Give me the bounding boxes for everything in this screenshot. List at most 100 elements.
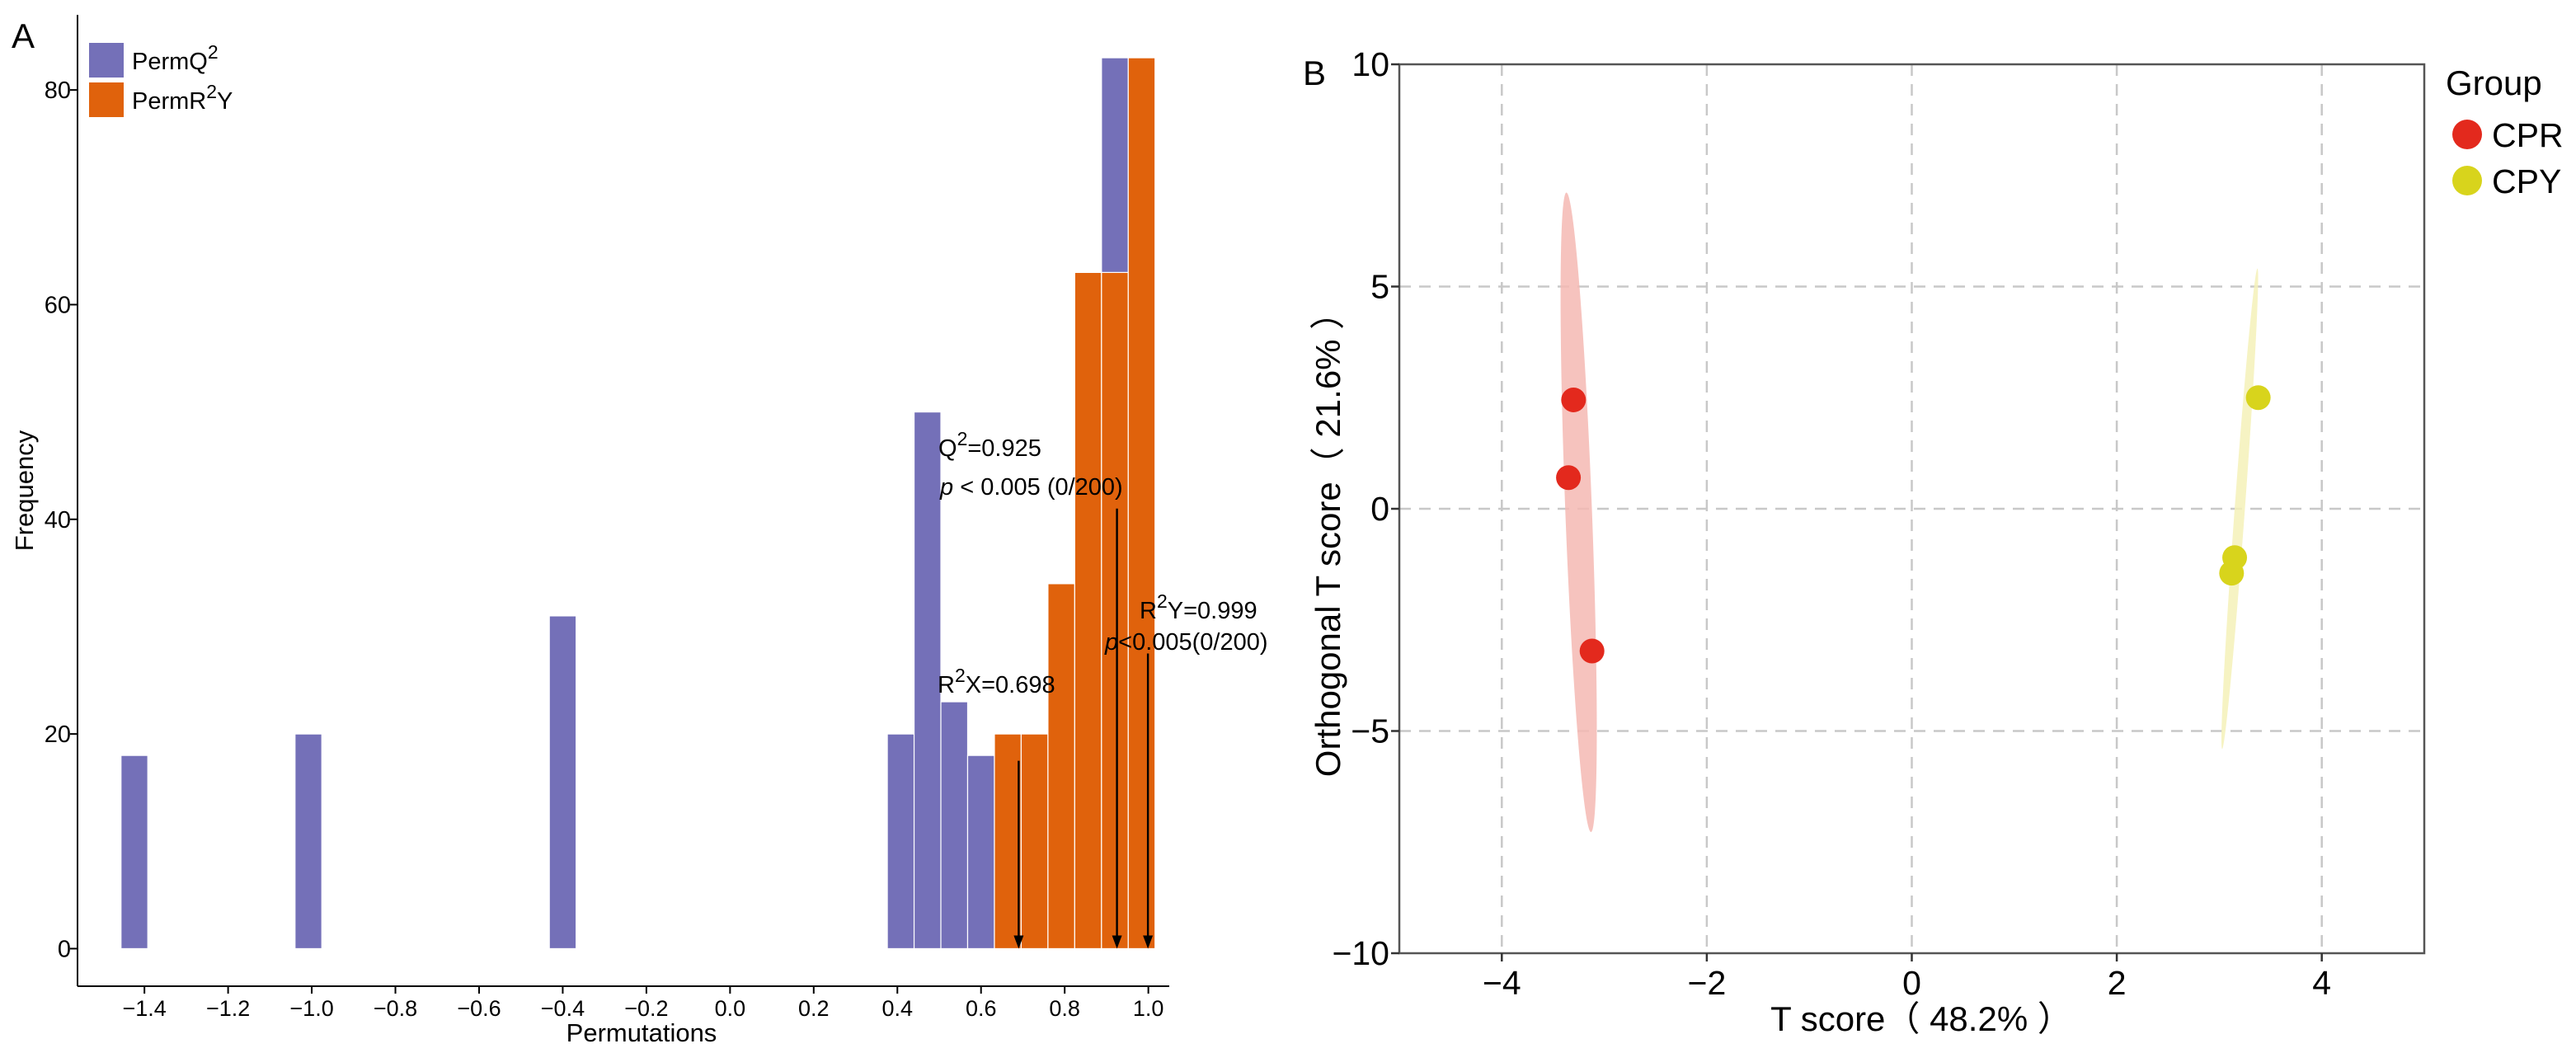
histogram-axes: −1.4 −1.2 −1.0 −0.8 −0.6 −0.4 −0.2 0.0 0.2 0.4 0.6…: [45, 15, 1169, 1021]
histogram-x-tick-label: −1.0: [289, 996, 333, 1021]
score-y-tick-label: −10: [1332, 934, 1389, 972]
group-legend-label-CPR: CPR: [2492, 116, 2564, 154]
score-y-tick-label: 0: [1370, 490, 1389, 528]
annotation-r2y-text-part: 2: [1157, 590, 1168, 612]
annotation-r2y-pvalue: p<0.005(0/200): [1104, 629, 1268, 656]
histogram-x-tick-label: 0.6: [966, 996, 997, 1021]
annotation-r2x-text-part: X=0.698: [966, 672, 1055, 698]
histogram-x-tick-label: 1.0: [1133, 996, 1164, 1021]
histogram-bar-PermQ2-6: [966, 754, 995, 950]
annotation-q2-pvalue: p < 0.005 (0/200): [939, 474, 1123, 501]
histogram-bar-PermR2Y-2: [1047, 583, 1075, 950]
histogram-x-tick-label: −0.4: [541, 996, 585, 1021]
histogram-y-axis-title: Frequency: [10, 430, 39, 551]
annotation-r2y-text: R2Y=0.999: [1140, 590, 1257, 624]
histogram-y-tick-label: 20: [45, 722, 71, 748]
histogram-bar-PermR2Y-5: [1127, 57, 1156, 950]
histogram-bar-PermR2Y-4: [1101, 271, 1129, 950]
panel-a-label: A: [12, 16, 35, 55]
annotation-q2-pvalue-part: p: [939, 474, 953, 501]
score-x-tick-label: 2: [2108, 964, 2127, 1002]
legend-swatch-1: [89, 82, 124, 117]
annotation-r2y-text-part: R: [1140, 598, 1157, 624]
histogram-x-tick-label: 0.2: [798, 996, 830, 1021]
annotation-r2y-text-part: Y=0.999: [1168, 598, 1257, 624]
histogram-y-tick-label: 40: [45, 507, 71, 534]
annotation-q2-pvalue-part: < 0.005 (0/200): [953, 474, 1123, 501]
confidence-ellipse-CPR: [1560, 192, 1597, 833]
annotation-r2y-pvalue-part: p: [1104, 629, 1118, 656]
score-x-tick-label: −4: [1483, 964, 1521, 1002]
histogram-bar-PermR2Y-3: [1074, 271, 1102, 950]
histogram-bar-PermQ2-1: [294, 733, 322, 950]
score-point-CPR-0: [1561, 387, 1586, 412]
score-y-tick-label: 5: [1370, 268, 1389, 306]
histogram-bars: [120, 57, 1156, 950]
score-point-CPR-1: [1556, 465, 1582, 491]
score-point-CPY-0: [2245, 385, 2271, 411]
legend-label-1-part: Y: [217, 88, 233, 115]
histogram-x-axis-title: Permutations: [566, 1018, 717, 1047]
legend-swatch-0: [89, 43, 124, 78]
histogram-x-tick-label: −0.6: [457, 996, 501, 1021]
histogram-x-tick-label: 0.4: [881, 996, 913, 1021]
group-legend: Group CPR CPY: [2446, 63, 2564, 200]
annotation-r2x-text: R2X=0.698: [938, 665, 1055, 698]
legend-label-1-part: 2: [206, 81, 217, 102]
histogram-bar-PermR2Y-0: [994, 733, 1022, 950]
score-x-tick-label: 0: [1902, 964, 1921, 1002]
annotation-r2y-pvalue-part: <0.005(0/200): [1118, 629, 1267, 656]
histogram-bar-PermQ2-0: [120, 754, 148, 950]
histogram-y-tick-label: 80: [45, 78, 71, 104]
annotation-r2x-text-part: R: [938, 672, 955, 698]
group-legend-title: Group: [2446, 63, 2542, 102]
histogram-y-tick-label: 0: [58, 936, 71, 962]
score-points: [1556, 385, 2271, 664]
legend-label-0: PermQ2: [132, 41, 219, 75]
histogram-bar-PermQ2-3: [886, 733, 915, 950]
score-point-CPR-2: [1579, 638, 1605, 664]
opls-da-score-panel: B −4 −2 0 2 4 −10 −5 0 5 10 T score（ 48.2% ） Orth…: [1303, 45, 2564, 1038]
histogram-x-tick-label: −1.4: [123, 996, 167, 1021]
annotation-arrow-head: [1013, 935, 1024, 949]
score-y-tick-label: 10: [1351, 45, 1389, 83]
score-x-tick-label: 4: [2312, 964, 2331, 1002]
histogram-bar-PermQ2-5: [940, 701, 969, 950]
permutation-histogram-panel: A −1.4 −1.2 −1.0 −0.8 −0.6 −0.4 −0.2 0.0 0.2 0.4 0…: [10, 15, 1268, 1047]
score-plot-y-axis-title: Orthogonal T score（ 21.6% ）: [1309, 295, 1347, 777]
score-plot-grid: [1399, 64, 2424, 953]
group-legend-label-CPY: CPY: [2492, 162, 2561, 200]
legend-label-0-part: PermQ: [132, 49, 208, 75]
annotation-q2-text-part: Q: [938, 435, 957, 462]
histogram-x-tick-label: −0.2: [624, 996, 668, 1021]
annotation-r2x-text-part: 2: [955, 665, 966, 686]
score-plot-axes: −4 −2 0 2 4 −10 −5 0 5 10: [1332, 45, 2426, 1002]
score-point-CPY-2: [2219, 561, 2245, 586]
annotation-q2-text: Q2=0.925: [938, 428, 1041, 462]
histogram-x-tick-label: −1.2: [206, 996, 250, 1021]
legend-label-1-part: PermR: [132, 88, 206, 115]
legend-label-1: PermR2Y: [132, 81, 233, 115]
histogram-x-tick-label: 0.8: [1049, 996, 1080, 1021]
score-y-tick-label: −5: [1351, 712, 1389, 750]
histogram-bar-PermR2Y-1: [1020, 733, 1049, 950]
group-legend-marker-CPY: [2452, 166, 2482, 195]
annotation-arrow-head: [1143, 935, 1154, 949]
annotation-arrow-head: [1112, 935, 1122, 949]
histogram-x-tick-label: 0.0: [715, 996, 746, 1021]
confidence-ellipse-CPY: [2221, 268, 2259, 750]
score-x-tick-label: −2: [1688, 964, 1727, 1002]
histogram-x-tick-label: −0.8: [374, 996, 417, 1021]
confidence-ellipses: [1560, 192, 2259, 833]
annotation-q2-text-part: 2: [957, 428, 968, 449]
histogram-bar-PermQ2-2: [548, 615, 577, 950]
annotation-q2-text-part: =0.925: [967, 435, 1041, 462]
panel-b-label: B: [1303, 54, 1326, 92]
legend-label-0-part: 2: [208, 41, 219, 63]
histogram-bar-PermQ2-4: [913, 411, 942, 950]
group-legend-marker-CPR: [2452, 120, 2482, 149]
histogram-y-tick-label: 60: [45, 292, 71, 318]
